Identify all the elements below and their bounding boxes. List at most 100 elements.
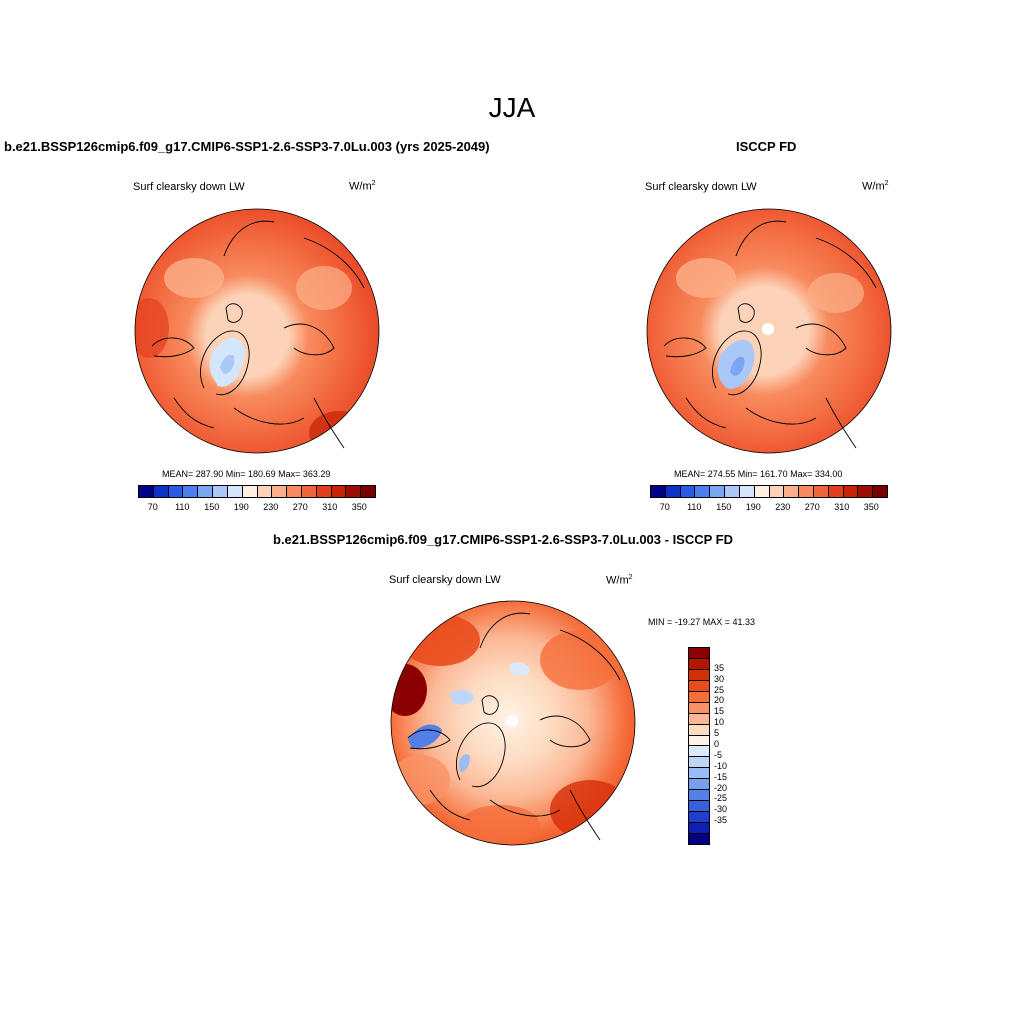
left-colorbar-ticks: 70 110 150 190 230 270 310 350: [138, 502, 374, 514]
diff-colorbar-swatch: [689, 812, 709, 823]
left-colorbar-swatch: [213, 486, 228, 497]
season-title: JJA: [488, 92, 536, 123]
left-colorbar: [138, 485, 376, 498]
right-colorbar-swatch: [680, 486, 696, 497]
right-colorbar-swatch: [710, 486, 726, 497]
left-colorbar-swatch: [183, 486, 199, 497]
diff-colorbar-swatch: [689, 801, 709, 813]
left-colorbar-tick-label: 110: [175, 502, 190, 512]
diff-colorbar-tick-label: -35: [714, 815, 728, 826]
left-colorbar-swatch: [227, 486, 243, 497]
right-colorbar-swatch: [858, 486, 874, 497]
diff-colorbar-tick-label: -25: [714, 793, 728, 804]
left-polar-map: [134, 208, 380, 454]
right-colorbar-swatch: [843, 486, 859, 497]
right-colorbar-swatch: [665, 486, 681, 497]
diff-colorbar-swatch: [689, 746, 709, 758]
diff-colorbar: [688, 647, 710, 845]
diff-colorbar-tick-label: 25: [714, 684, 725, 695]
diff-colorbar-swatch: [689, 702, 709, 714]
diff-colorbar-swatch: [689, 680, 709, 692]
right-colorbar: [650, 485, 888, 498]
left-stats: MEAN= 287.90 Min= 180.69 Max= 363.29: [162, 469, 331, 479]
right-colorbar-swatch: [769, 486, 785, 497]
diff-colorbar-swatch: [689, 669, 709, 681]
right-colorbar-swatch: [873, 486, 887, 497]
diff-colorbar-ticks: 35 30 25 20 15 10 5 0 -5 -10 -15 -20 -25 -30 -35: [714, 647, 754, 843]
diff-colorbar-tick-label: 35: [714, 662, 725, 673]
diff-colorbar-swatch: [689, 735, 709, 747]
right-colorbar-tick-label: 70: [659, 502, 670, 512]
left-coastlines: [151, 220, 365, 449]
diff-colorbar-tick-label: -15: [714, 771, 728, 782]
left-colorbar-tick-label: 270: [292, 502, 308, 512]
diff-colorbar-swatch: [689, 658, 709, 670]
right-colorbar-swatch: [695, 486, 711, 497]
diff-panel-title: b.e21.BSSP126cmip6.f09_g17.CMIP6-SSP1-2.…: [273, 532, 734, 547]
left-colorbar-swatch: [168, 486, 184, 497]
diff-colorbar-swatch: [689, 713, 709, 725]
left-colorbar-tick-label: 150: [204, 502, 220, 512]
right-coastlines: [663, 220, 877, 449]
left-colorbar-swatch: [198, 486, 214, 497]
diff-units: W/m2: [606, 574, 633, 587]
left-colorbar-swatch: [242, 486, 258, 497]
diff-colorbar-tick-label: 0: [714, 739, 720, 749]
right-colorbar-swatch: [784, 486, 800, 497]
diff-colorbar-tick-label: -5: [714, 749, 723, 760]
right-colorbar-swatch: [651, 486, 666, 497]
left-colorbar-swatch: [316, 486, 332, 497]
diff-stats: MIN = -19.27 MAX = 41.33: [648, 617, 756, 627]
left-panel-title: b.e21.BSSP126cmip6.f09_g17.CMIP6-SSP1-2.…: [4, 139, 490, 154]
left-colorbar-tick-label: 310: [322, 502, 338, 512]
right-colorbar-tick-label: 150: [716, 502, 732, 512]
diff-colorbar-swatch: [689, 724, 709, 736]
right-colorbar-tick-label: 190: [745, 502, 761, 512]
diff-coastlines: [407, 612, 621, 841]
diff-colorbar-swatch: [689, 768, 709, 780]
right-colorbar-swatch: [813, 486, 829, 497]
right-colorbar-swatch: [725, 486, 740, 497]
right-panel-title: ISCCP FD: [736, 139, 797, 154]
diff-variable-label: Surf clearsky down LW: [389, 574, 501, 586]
left-colorbar-swatch: [272, 486, 288, 497]
right-variable-label: Surf clearsky down LW: [645, 181, 757, 193]
right-colorbar-tick-label: 350: [863, 502, 879, 512]
left-colorbar-swatch: [346, 486, 362, 497]
diff-colorbar-swatch: [689, 757, 709, 769]
diff-colorbar-tick-label: 5: [714, 728, 720, 739]
right-polar-map: [646, 208, 892, 454]
right-colorbar-swatch: [754, 486, 770, 497]
left-colorbar-swatch: [361, 486, 375, 497]
right-colorbar-swatch: [739, 486, 755, 497]
diff-colorbar-swatch: [689, 779, 709, 791]
left-colorbar-swatch: [331, 486, 347, 497]
right-stats: MEAN= 274.55 Min= 161.70 Max= 334.00: [674, 469, 843, 479]
right-colorbar-swatch: [828, 486, 844, 497]
left-units: W/m2: [349, 180, 376, 193]
right-colorbar-tick-label: 310: [834, 502, 850, 512]
diff-colorbar-swatch: [689, 691, 709, 703]
diff-polar-map: [390, 600, 636, 846]
diff-colorbar-tick-label: 30: [714, 673, 725, 684]
diff-colorbar-swatch: [689, 823, 709, 834]
left-colorbar-swatch: [139, 486, 154, 497]
diff-colorbar-tick-label: 20: [714, 695, 725, 706]
left-colorbar-swatch: [257, 486, 273, 497]
diff-colorbar-tick-label: -20: [714, 782, 728, 793]
right-colorbar-swatch: [799, 486, 814, 497]
diff-colorbar-tick-label: -10: [714, 760, 728, 771]
left-colorbar-swatch: [301, 486, 317, 497]
right-colorbar-tick-label: 110: [687, 502, 702, 512]
left-colorbar-tick-label: 350: [351, 502, 367, 512]
diff-colorbar-swatch: [689, 648, 709, 659]
right-colorbar-tick-label: 230: [775, 502, 791, 512]
diff-colorbar-tick-label: 15: [714, 706, 725, 717]
left-colorbar-tick-label: 230: [263, 502, 279, 512]
left-colorbar-swatch: [287, 486, 302, 497]
diff-colorbar-swatch: [689, 833, 709, 844]
diff-colorbar-tick-label: -30: [714, 804, 728, 815]
diff-colorbar-tick-label: 10: [714, 717, 725, 728]
left-variable-label: Surf clearsky down LW: [133, 181, 245, 193]
right-colorbar-tick-label: 270: [804, 502, 820, 512]
